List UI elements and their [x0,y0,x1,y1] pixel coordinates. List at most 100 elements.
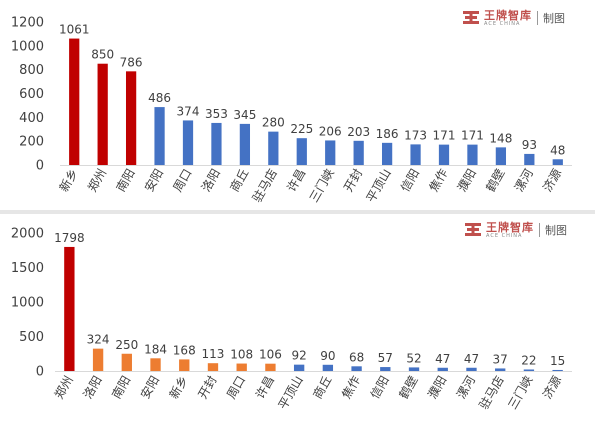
watermark-brand-en: ACE CHINA [486,232,523,239]
data-label: 68 [349,350,364,364]
data-label: 203 [347,125,370,139]
data-label: 786 [120,55,143,69]
category-label: 三门峡 [306,166,337,205]
category-label: 济源 [539,373,564,401]
category-label: 信阳 [368,374,392,402]
data-label: 850 [91,48,114,62]
bar [182,120,194,165]
bar [523,369,535,371]
data-label: 353 [205,107,228,121]
watermark-separator [539,223,540,237]
y-tick-label: 600 [19,87,44,102]
category-label: 洛阳 [198,166,223,194]
y-tick-label: 1000 [11,39,44,54]
category-label: 驻马店 [476,373,507,412]
bar [265,363,276,371]
category-label: 南阳 [113,166,138,194]
category-label: 安阳 [141,166,166,194]
bar [121,353,132,371]
bar [408,367,420,371]
category-label: 濮阳 [454,166,479,194]
category-label: 漯河 [512,167,536,195]
data-label: 374 [177,104,200,118]
data-label: 1798 [54,231,85,245]
category-label: 驻马店 [249,166,280,205]
category-label: 开封 [341,167,365,195]
watermark-brand-cn: 王牌智库 [484,8,532,22]
data-label: 90 [320,349,335,363]
bar [552,369,563,371]
data-label: 47 [464,352,479,366]
category-label: 信阳 [398,167,422,195]
category-label: 濮阳 [424,373,449,401]
watermark-separator [537,11,538,25]
category-label: 开封 [195,374,219,402]
data-label: 15 [550,354,565,368]
category-label: 周口 [170,167,194,195]
data-label: 171 [433,129,456,143]
watermark-bottom: 王牌智库 ACE CHINA 制图 [464,220,567,240]
category-label: 商丘 [226,166,251,194]
category-label: 焦作 [339,374,363,402]
data-label: 57 [378,351,393,365]
bar [466,367,477,371]
watermark-suffix: 制图 [545,224,567,237]
bar [495,147,507,165]
data-label: 148 [489,131,512,145]
data-label: 93 [522,138,537,152]
data-label: 173 [404,128,427,142]
bar [438,144,450,165]
data-label: 48 [550,143,565,157]
bar [380,367,391,371]
chart-top-panel: 0 200 400 600 800 1000 1200 1061 新乡 850 郑州 786 南阳 486… [0,0,595,210]
data-label: 106 [259,348,282,362]
data-label: 22 [521,353,536,367]
data-label: 108 [230,348,253,362]
category-label: 鹤壁 [482,166,507,194]
bar [353,140,364,165]
panel-divider [0,210,595,214]
bar [239,123,251,165]
bar [351,366,362,371]
y-tick-label: 1200 [11,16,44,31]
bar [552,159,563,165]
data-label: 250 [115,338,138,352]
category-label: 鹤壁 [396,373,421,401]
category-label: 新乡 [166,373,191,401]
data-label: 168 [173,343,196,357]
bar [179,359,190,371]
bar [92,348,104,371]
category-label: 平顶山 [364,167,394,205]
watermark-brand-en: ACE CHINA [484,20,521,27]
brand-logo-icon [462,9,480,27]
bar [268,131,279,165]
bar [467,144,478,165]
category-label: 济源 [539,166,564,194]
watermark-brand-cn: 王牌智库 [486,220,534,234]
category-label: 许昌 [284,167,308,195]
data-label: 324 [87,333,110,347]
bar [524,153,535,165]
data-label: 113 [202,347,225,361]
data-label: 345 [233,108,256,122]
chart-bottom-panel: 0 500 1000 1500 2000 1798 郑州 324 洛阳 250 南阳 184 安阳 168… [0,214,595,432]
bar [495,368,506,371]
data-label: 486 [148,91,171,105]
data-label: 47 [435,352,450,366]
bar [211,122,222,165]
y-tick-label: 0 [36,365,44,380]
y-tick-label: 2000 [11,227,44,242]
bar [236,363,247,371]
category-label: 焦作 [426,167,450,195]
data-label: 52 [406,351,421,365]
category-label: 平顶山 [276,374,306,412]
bar [296,138,307,165]
y-tick-label: 0 [36,159,44,174]
y-tick-label: 400 [19,111,44,126]
category-label: 漯河 [454,374,478,402]
data-label: 184 [144,342,167,356]
bar [381,142,393,165]
bar [293,364,305,371]
bar [325,140,336,165]
bar [150,358,161,371]
